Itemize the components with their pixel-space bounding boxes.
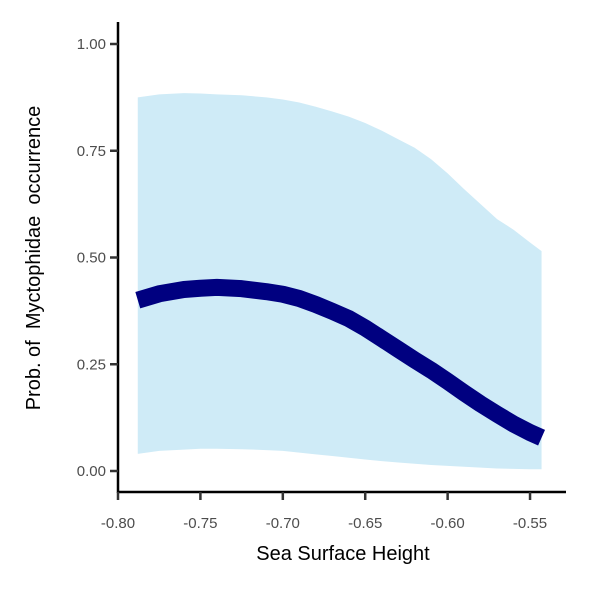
x-tick-label: -0.80: [101, 515, 135, 532]
y-tick-label: 0.25: [77, 356, 106, 373]
x-tick-label: -0.65: [348, 515, 382, 532]
plot-area: [135, 93, 546, 470]
x-ticks: -0.80 -0.75 -0.70 -0.65 -0.60 -0.55: [101, 492, 547, 532]
series-line: [135, 278, 546, 446]
x-tick-label: -0.75: [183, 515, 217, 532]
x-tick-label: -0.60: [431, 515, 465, 532]
x-tick-label: -0.55: [513, 515, 547, 532]
x-tick-label: -0.70: [266, 515, 300, 532]
y-ticks: 0.00 0.25 0.50 0.75 1.00: [77, 36, 118, 480]
y-axis-title: Prob. of Myctophidae occurrence: [23, 106, 45, 411]
x-axis-title: Sea Surface Height: [256, 543, 430, 565]
y-tick-label: 0.00: [77, 463, 106, 480]
y-tick-label: 0.75: [77, 143, 106, 160]
y-tick-label: 1.00: [77, 36, 106, 53]
y-tick-label: 0.50: [77, 250, 106, 267]
